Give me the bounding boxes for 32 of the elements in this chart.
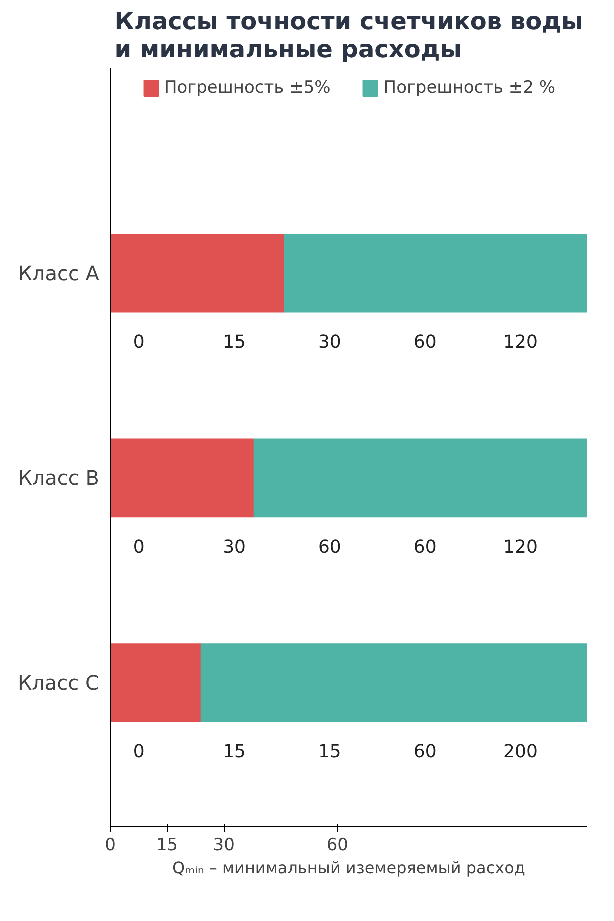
chart-title: Классы точности счетчиков воды и минимальные расходы <box>114 8 584 64</box>
annotation: 0 <box>133 536 145 558</box>
y-tick-label: Класс C <box>18 671 100 696</box>
annotation: 15 <box>223 742 246 763</box>
annotation: 120 <box>504 536 538 558</box>
annotation: 30 <box>223 536 246 558</box>
bar <box>110 234 286 313</box>
bar <box>254 438 588 518</box>
legend-label: Погрешность ±5% <box>164 78 331 98</box>
annotation: 0 <box>133 332 145 353</box>
x-tick-label: 0 <box>105 836 116 856</box>
annotation: 60 <box>414 332 437 353</box>
bar <box>284 234 588 313</box>
x-tick-label: 60 <box>326 836 348 856</box>
annotation: 120 <box>504 332 538 353</box>
annotation: 60 <box>318 536 342 558</box>
annotation: 0 <box>133 742 145 763</box>
legend-label: Погрешность ±2 % <box>384 78 556 98</box>
annotation: 30 <box>318 332 342 353</box>
bar <box>110 438 255 518</box>
annotation: 200 <box>504 742 538 763</box>
x-tick-label: 30 <box>213 836 235 856</box>
x-tick-label: 15 <box>156 836 178 856</box>
annotation: 60 <box>414 536 437 558</box>
bar <box>200 644 588 723</box>
y-tick-label: Класс B <box>18 466 100 490</box>
bar <box>110 644 202 723</box>
x-axis-title: Qₘᵢₙ – минимальный иземеряемый расход <box>172 858 526 878</box>
annotation: 15 <box>318 742 342 763</box>
y-tick-label: Класс A <box>18 261 100 286</box>
annotation: 15 <box>223 332 246 353</box>
annotation: 60 <box>414 742 437 763</box>
